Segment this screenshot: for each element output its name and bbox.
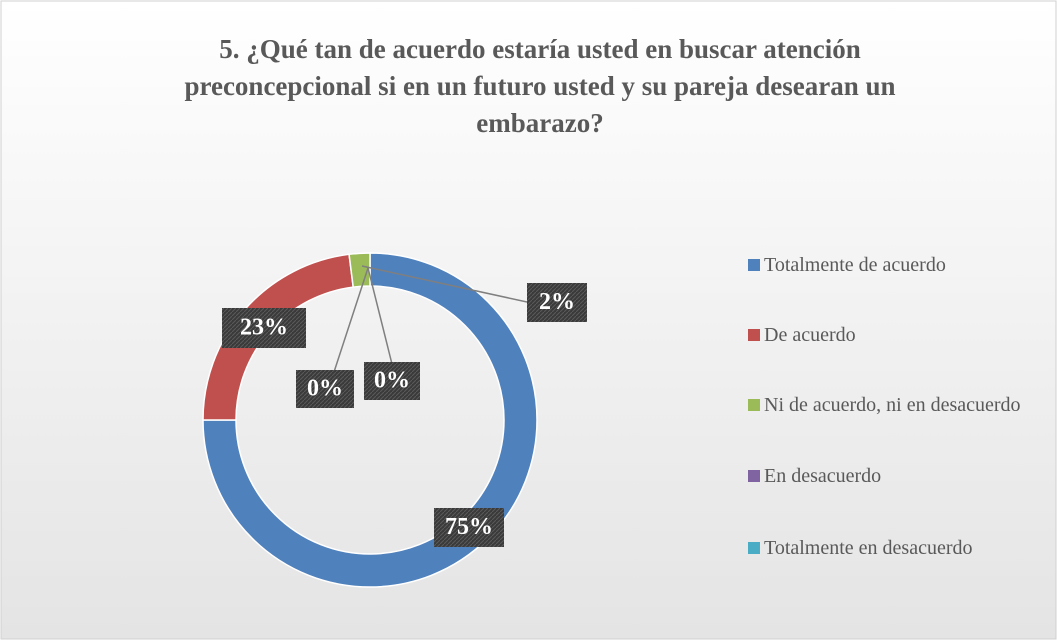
legend-label: Totalmente en desacuerdo bbox=[764, 537, 973, 559]
legend-swatch bbox=[748, 542, 760, 554]
data-label-box bbox=[296, 370, 354, 408]
legend-label: Totalmente de acuerdo bbox=[764, 254, 946, 276]
legend-swatch bbox=[748, 329, 760, 341]
data-label-box bbox=[222, 308, 306, 348]
leader-line bbox=[367, 267, 393, 365]
data-label: 0% bbox=[374, 368, 410, 394]
legend-swatch bbox=[748, 259, 760, 271]
data-label: 2% bbox=[539, 289, 575, 315]
legend-label: Ni de acuerdo, ni en desacuerdo bbox=[764, 394, 1021, 416]
leader-line bbox=[361, 265, 528, 303]
leader-line bbox=[333, 267, 369, 373]
legend-swatch bbox=[748, 470, 760, 482]
data-label: 0% bbox=[307, 376, 343, 402]
legend-label: En desacuerdo bbox=[764, 465, 881, 487]
data-label: 23% bbox=[240, 315, 288, 341]
chart-title: 5. ¿Qué tan de acuerdo estaría usted en … bbox=[184, 34, 895, 138]
legend-label: De acuerdo bbox=[764, 324, 856, 346]
data-label: 75% bbox=[445, 514, 493, 540]
legend-swatch bbox=[748, 399, 760, 411]
data-label-box bbox=[527, 283, 587, 322]
data-label-box bbox=[364, 362, 420, 400]
donut-slice bbox=[202, 252, 538, 588]
data-label-box bbox=[434, 508, 504, 547]
